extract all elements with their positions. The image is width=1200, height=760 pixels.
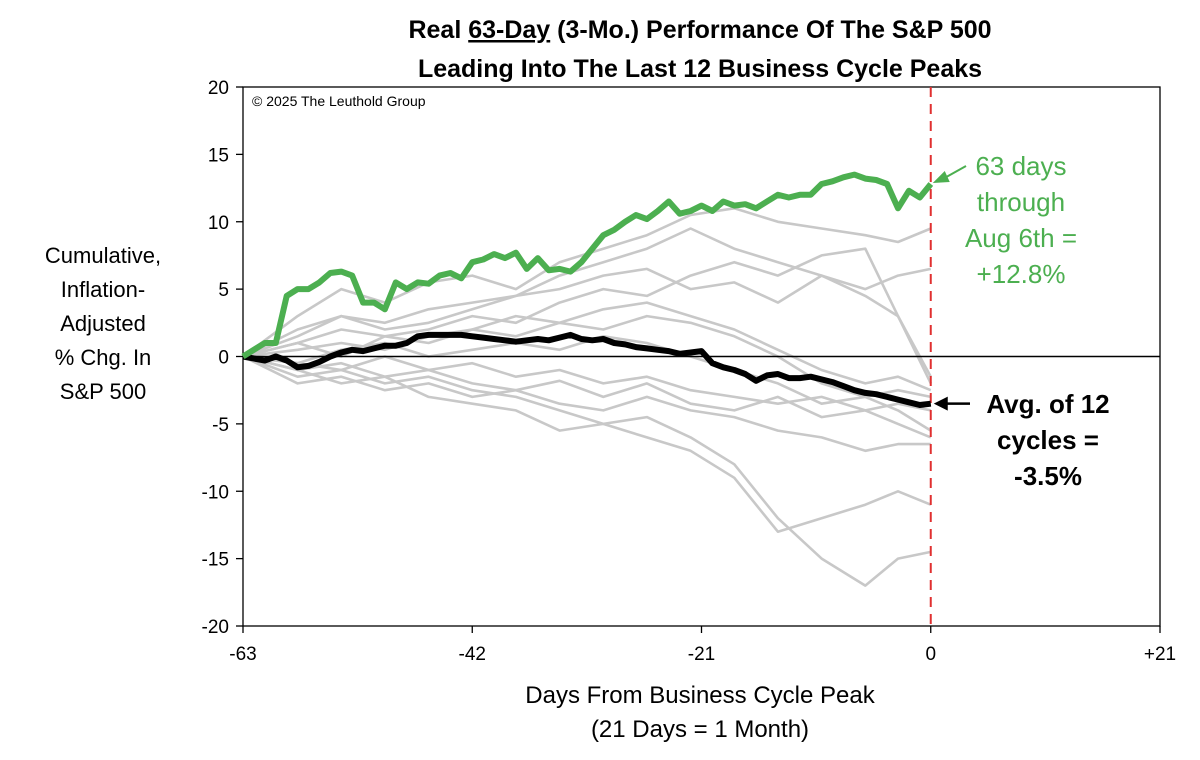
history-cycle-line-12 [242, 301, 932, 392]
x-tick-label: 0 [925, 644, 936, 665]
x-axis-label-line: (21 Days = 1 Month) [591, 716, 809, 743]
y-axis-label-line: Inflation- [61, 277, 145, 302]
y-tick-label: 15 [208, 145, 229, 166]
chart-title-prefix: Real [408, 16, 468, 44]
average-line-layer [242, 331, 932, 408]
y-tick-label: -20 [202, 617, 229, 638]
average-annotation: Avg. of 12 cycles = -3.5% [986, 389, 1109, 491]
x-tick-label: +21 [1144, 644, 1176, 665]
chart-title-suffix: (3-Mo.) Performance Of The S&P 500 [550, 16, 991, 44]
history-cycle-line-6 [242, 227, 932, 358]
y-axis-label-line: Adjusted [60, 311, 146, 336]
x-tick-label: -42 [459, 644, 486, 665]
x-axis-ticks: -63 -42 -21 0 +21 [229, 626, 1176, 665]
history-cycle-line-5 [242, 355, 932, 534]
x-axis-label: Days From Business Cycle Peak (21 Days = … [525, 682, 875, 743]
chart-title: Real 63-Day (3-Mo.) Performance Of The S… [408, 16, 991, 44]
history-cycle-line-1 [242, 355, 932, 439]
history-cycle-line-10 [242, 314, 932, 432]
y-tick-label: -10 [202, 482, 229, 503]
history-cycle-line-8 [242, 247, 932, 384]
current-cycle-line [241, 171, 934, 360]
current-annotation-line: 63 days [975, 151, 1066, 181]
average-annotation-arrow [933, 396, 970, 411]
y-axis-label-line: % Chg. In [55, 345, 152, 370]
history-cycle-line-3 [242, 334, 932, 406]
x-axis-label-line: Days From Business Cycle Peak [525, 682, 875, 709]
y-tick-label: 20 [208, 78, 229, 99]
history-lines [242, 207, 932, 587]
current-line-layer [241, 171, 934, 360]
y-axis-ticks: -20 -15 -10 -5 0 5 10 15 20 [202, 78, 243, 638]
y-axis-label: Cumulative, Inflation- Adjusted % Chg. In S&… [45, 243, 161, 404]
chart-title-underlined: 63-Day [468, 16, 550, 44]
x-tick-label: -21 [688, 644, 715, 665]
y-tick-label: 5 [218, 280, 229, 301]
copyright: © 2025 The Leuthold Group [252, 93, 426, 109]
history-cycle-line-11 [242, 355, 931, 453]
history-cycle-line-2 [242, 267, 932, 378]
y-axis-label-line: Cumulative, [45, 243, 161, 268]
current-annotation-line: Aug 6th = [965, 223, 1077, 253]
average-annotation-line: cycles = [997, 425, 1099, 455]
y-axis-label-line: S&P 500 [60, 379, 146, 404]
history-cycle-line-7 [242, 207, 932, 358]
current-annotation: 63 days through Aug 6th = +12.8% [965, 151, 1077, 289]
current-annotation-line: through [977, 187, 1065, 217]
y-tick-label: -15 [202, 550, 229, 571]
y-tick-label: 10 [208, 213, 229, 234]
average-annotation-line: -3.5% [1014, 461, 1082, 491]
current-annotation-line: +12.8% [977, 259, 1066, 289]
x-tick-label: -63 [229, 644, 256, 665]
current-annotation-arrow [932, 165, 967, 184]
y-tick-label: 0 [218, 348, 229, 369]
history-cycle-line-9 [242, 355, 932, 412]
y-tick-label: -5 [212, 415, 229, 436]
average-annotation-line: Avg. of 12 [986, 389, 1109, 419]
average-cycles-line [242, 331, 932, 408]
chart-subtitle: Leading Into The Last 12 Business Cycle … [418, 55, 982, 83]
